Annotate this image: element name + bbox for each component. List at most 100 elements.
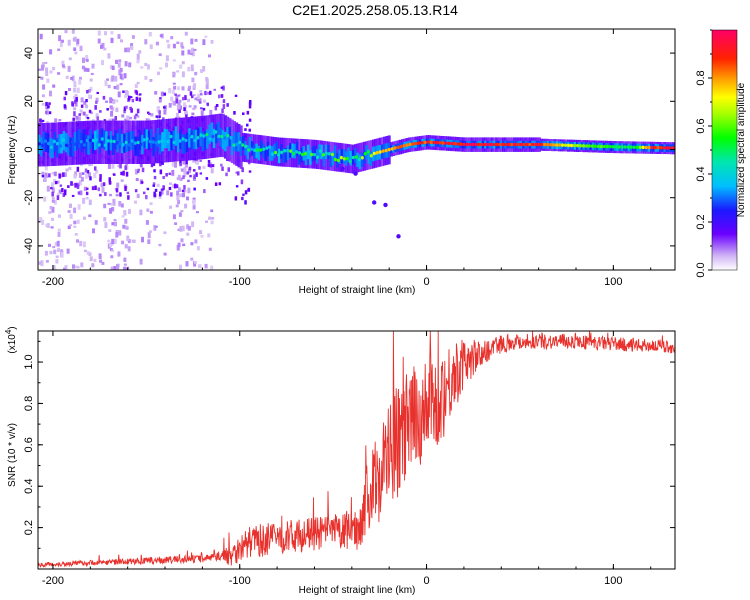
- noise-speckle: [171, 161, 175, 167]
- ridge-peak: [193, 138, 197, 143]
- noise-speckle: [79, 109, 83, 113]
- noise-speckle: [76, 183, 79, 188]
- ridge-band: [356, 152, 359, 168]
- ridge-peak: [402, 144, 406, 148]
- ridge-peak: [151, 140, 155, 144]
- noise-speckle: [147, 239, 151, 244]
- noise-speckle: [136, 115, 140, 118]
- ridge-peak: [381, 149, 385, 153]
- ridge-peak: [304, 152, 307, 156]
- noise-speckle: [192, 94, 196, 97]
- ridge-peak: [118, 141, 122, 146]
- ridge-peak: [339, 155, 343, 160]
- noise-speckle: [88, 214, 92, 218]
- ridge-peak: [668, 146, 672, 150]
- noise-speckle: [113, 173, 116, 176]
- snr-y-multiplier-close: ): [7, 326, 18, 329]
- noise-speckle: [139, 258, 143, 265]
- noise-speckle: [41, 219, 45, 225]
- ridge-peak: [316, 155, 319, 159]
- noise-speckle: [235, 185, 239, 188]
- noise-speckle: [169, 182, 172, 185]
- noise-speckle: [202, 39, 206, 46]
- ridge-peak: [205, 132, 209, 137]
- noise-speckle: [41, 94, 45, 98]
- noise-speckle: [99, 259, 103, 263]
- ridge-peak: [61, 138, 65, 142]
- noise-speckle: [208, 247, 212, 251]
- noise-speckle: [128, 62, 132, 68]
- noise-speckle: [103, 47, 107, 51]
- ridge-peak: [596, 144, 600, 149]
- noise-speckle: [186, 224, 190, 230]
- noise-speckle: [76, 166, 80, 172]
- ridge-peak: [148, 139, 152, 144]
- ridge-peak: [289, 149, 293, 153]
- ridge-peak: [552, 143, 556, 147]
- ridge-peak: [274, 150, 278, 155]
- ridge-peak: [91, 138, 95, 143]
- noise-speckle: [91, 263, 95, 268]
- noise-speckle: [204, 90, 207, 96]
- noise-speckle: [85, 114, 89, 119]
- noise-speckle: [109, 208, 113, 214]
- ridge-peak: [540, 142, 544, 147]
- ridge-band: [76, 131, 79, 151]
- noise-speckle: [172, 59, 176, 62]
- ridge-peak: [136, 140, 140, 145]
- chart-title: C2E1.2025.258.05.13.R14: [292, 2, 458, 18]
- noise-speckle: [138, 97, 142, 102]
- noise-speckle: [107, 53, 111, 59]
- noise-speckle: [44, 172, 48, 178]
- noise-speckle: [122, 90, 125, 93]
- noise-speckle: [202, 66, 206, 72]
- noise-speckle: [187, 49, 191, 55]
- noise-speckle: [67, 39, 71, 46]
- ridge-band: [163, 128, 166, 149]
- noise-speckle: [140, 163, 143, 168]
- ridge-peak: [160, 139, 164, 143]
- ridge-peak: [330, 152, 334, 157]
- noise-speckle: [78, 79, 82, 85]
- noise-speckle: [108, 118, 112, 121]
- noise-speckle: [51, 196, 55, 201]
- noise-speckle: [206, 103, 209, 107]
- noise-speckle: [53, 171, 57, 177]
- noise-speckle: [45, 223, 49, 227]
- noise-speckle: [56, 249, 60, 252]
- noise-speckle: [198, 166, 201, 170]
- noise-speckle: [194, 261, 197, 264]
- noise-speckle: [57, 247, 61, 251]
- ridge-band: [60, 134, 63, 154]
- noise-speckle: [166, 39, 170, 43]
- noise-speckle: [182, 96, 185, 101]
- noise-speckle: [193, 169, 196, 172]
- noise-speckle: [145, 220, 149, 225]
- noise-speckle: [218, 94, 221, 99]
- noise-speckle: [62, 172, 65, 177]
- noise-speckle: [172, 82, 176, 85]
- noise-speckle: [66, 248, 70, 254]
- noise-speckle: [161, 161, 164, 165]
- snr-x-tick-label: -200: [42, 575, 64, 587]
- ridge-band: [275, 141, 279, 157]
- noise-speckle: [128, 95, 131, 101]
- ridge-peak: [127, 143, 131, 147]
- snr-marks: [38, 331, 675, 568]
- ridge-band: [304, 150, 308, 166]
- noise-speckle: [45, 72, 49, 76]
- noise-speckle: [176, 41, 180, 45]
- ridge-peak: [495, 142, 499, 147]
- noise-speckle: [111, 65, 115, 71]
- noise-speckle: [120, 39, 123, 43]
- noise-speckle: [119, 67, 123, 73]
- ridge-band: [42, 131, 45, 151]
- noise-speckle: [82, 241, 86, 248]
- noise-speckle: [210, 220, 214, 225]
- noise-speckle: [198, 270, 201, 275]
- noise-speckle: [109, 244, 112, 248]
- noise-speckle: [176, 104, 180, 111]
- ridge-band: [365, 145, 368, 160]
- noise-speckle: [115, 188, 119, 193]
